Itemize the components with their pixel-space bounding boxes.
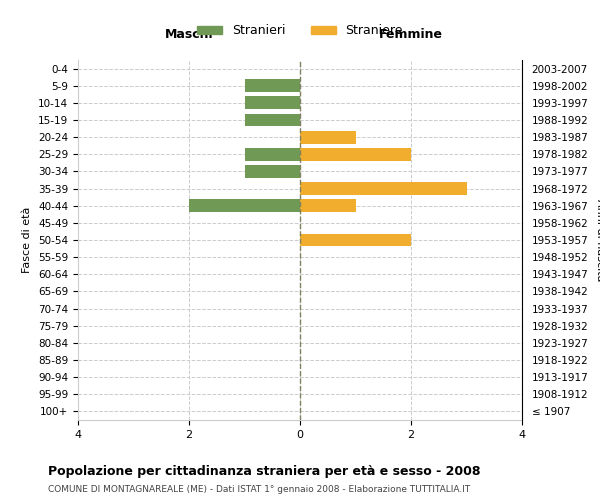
Bar [300,200,355,212]
Text: Maschi: Maschi [164,28,214,41]
Text: COMUNE DI MONTAGNAREALE (ME) - Dati ISTAT 1° gennaio 2008 - Elaborazione TUTTITA: COMUNE DI MONTAGNAREALE (ME) - Dati ISTA… [48,485,470,494]
Legend: Stranieri, Straniere: Stranieri, Straniere [192,20,408,42]
Bar [245,165,300,178]
Bar [245,148,300,160]
Bar [300,234,411,246]
Bar [300,130,355,143]
Bar [189,200,300,212]
Bar [300,182,467,195]
Y-axis label: Anni di nascita: Anni di nascita [595,198,600,281]
Bar [245,114,300,126]
Y-axis label: Fasce di età: Fasce di età [22,207,32,273]
Bar [245,96,300,110]
Text: Femmine: Femmine [379,28,443,41]
Bar [245,80,300,92]
Text: Popolazione per cittadinanza straniera per età e sesso - 2008: Popolazione per cittadinanza straniera p… [48,465,481,478]
Bar [300,148,411,160]
